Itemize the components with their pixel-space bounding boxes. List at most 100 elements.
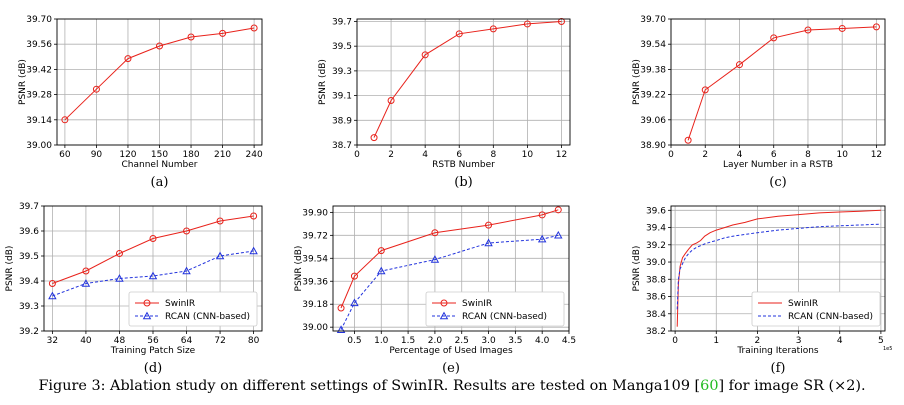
data-point bbox=[554, 206, 562, 214]
x-tick-label: 4.0 bbox=[535, 336, 550, 346]
data-point bbox=[421, 51, 429, 59]
x-tick-label: 3 bbox=[796, 336, 802, 346]
y-tick-label: 39.54 bbox=[302, 254, 328, 264]
y-tick-label: 39.6 bbox=[646, 206, 666, 216]
x-axis-label: Training Patch Size bbox=[110, 346, 196, 356]
y-axis-label: PSNR (dB) bbox=[318, 59, 328, 105]
data-point bbox=[701, 86, 709, 94]
x-tick-label: 240 bbox=[246, 150, 263, 160]
y-tick-label: 39.2 bbox=[646, 241, 666, 251]
y-tick-label: 39.28 bbox=[26, 91, 52, 101]
x-tick-label: 2.5 bbox=[455, 336, 469, 346]
x-tick-label: 2.0 bbox=[428, 336, 443, 346]
y-tick-label: 39.3 bbox=[332, 67, 352, 77]
data-point bbox=[804, 26, 812, 34]
data-point bbox=[187, 33, 195, 41]
y-axis-label: PSNR (dB) bbox=[5, 246, 15, 292]
axes-frame bbox=[332, 205, 570, 332]
data-point bbox=[156, 42, 163, 50]
y-tick-label: 39.42 bbox=[26, 65, 52, 75]
x-tick-label: 8 bbox=[805, 150, 811, 160]
y-tick-label: 39.5 bbox=[332, 42, 352, 52]
data-point bbox=[350, 272, 358, 280]
y-tick-label: 39.5 bbox=[19, 252, 39, 262]
subplot-b: 38.7 38.9 39.1 39.3 39.5 39.7 0 2 4 6 8 10 12 RSTB Nu… bbox=[318, 17, 571, 190]
y-tick-label: 39.2 bbox=[19, 327, 39, 337]
x-axis-label: Channel Number bbox=[122, 160, 198, 170]
x-tick-label: 3.0 bbox=[481, 336, 496, 346]
x-tick-label: 2 bbox=[702, 150, 708, 160]
legend-label: SwinIR bbox=[462, 299, 492, 309]
x-tick-label: 40 bbox=[80, 336, 92, 346]
data-point bbox=[485, 221, 493, 229]
subfigure-label: (f) bbox=[771, 361, 786, 376]
x-tick-label: 8 bbox=[490, 150, 496, 160]
series-line-swinir bbox=[687, 26, 877, 141]
x-tick-label: 4.5 bbox=[562, 336, 576, 346]
x-tick-label: 12 bbox=[556, 150, 567, 160]
x-tick-label: 150 bbox=[151, 150, 168, 160]
x-tick-label: 0 bbox=[354, 150, 360, 160]
subfigure-label: (a) bbox=[151, 175, 169, 190]
x-axis-label: Training Iterations bbox=[736, 346, 819, 356]
y-tick-label: 39.7 bbox=[332, 17, 352, 27]
legend-marker bbox=[440, 299, 448, 307]
data-point bbox=[872, 23, 880, 31]
x-tick-label: 1.5 bbox=[401, 336, 415, 346]
data-point bbox=[557, 17, 565, 25]
y-tick-label: 38.4 bbox=[646, 310, 666, 320]
y-tick-label: 39.18 bbox=[302, 300, 328, 310]
data-point bbox=[377, 247, 385, 255]
legend-box bbox=[751, 291, 881, 327]
x-tick-label: 4 bbox=[422, 150, 428, 160]
x-tick-label: 10 bbox=[522, 150, 534, 160]
y-axis-label: PSNR (dB) bbox=[632, 59, 642, 105]
x-tick-label: 6 bbox=[771, 150, 777, 160]
x-tick-label: 12 bbox=[871, 150, 882, 160]
data-point bbox=[523, 20, 531, 28]
data-point bbox=[684, 136, 692, 144]
data-point bbox=[377, 266, 386, 275]
data-point bbox=[250, 212, 258, 220]
subfigure-label: (e) bbox=[442, 361, 460, 376]
y-tick-label: 39.6 bbox=[19, 227, 39, 237]
legend-label: RCAN (CNN-based) bbox=[462, 312, 547, 322]
y-tick-label: 39.3 bbox=[19, 302, 39, 312]
y-tick-label: 39.1 bbox=[332, 92, 352, 102]
data-point bbox=[537, 234, 547, 243]
caption-prefix: Figure 3: Ablation study on different se… bbox=[38, 378, 701, 394]
x-tick-label: 56 bbox=[147, 336, 159, 346]
x-tick-label: 10 bbox=[836, 150, 848, 160]
x-tick-label: 80 bbox=[248, 336, 260, 346]
y-axis-label: PSNR (dB) bbox=[294, 246, 304, 292]
legend-box bbox=[425, 291, 565, 327]
subplot-c: 38.90 39.06 39.22 39.38 39.54 39.70 0 2 4 6 8 10 12 L… bbox=[632, 15, 886, 190]
series-line-swinir bbox=[52, 215, 254, 284]
x-tick-label: 180 bbox=[182, 150, 199, 160]
citation-link[interactable]: 60 bbox=[700, 378, 719, 394]
y-tick-label: 39.14 bbox=[26, 116, 52, 126]
y-tick-label: 39.70 bbox=[26, 15, 52, 25]
subfigure-label: (c) bbox=[769, 175, 786, 190]
caption-tail: e SR (×2). bbox=[790, 378, 866, 394]
series-line-rcan bbox=[340, 234, 559, 330]
y-tick-label: 39.00 bbox=[26, 141, 52, 151]
subfigure-label: (d) bbox=[144, 361, 162, 376]
legend-box bbox=[128, 291, 258, 327]
legend-marker bbox=[142, 311, 152, 320]
x-tick-label: 210 bbox=[214, 150, 231, 160]
legend: SwinIR RCAN (CNN-based) bbox=[425, 291, 565, 327]
x-axis-label: Layer Number in a RSTB bbox=[723, 160, 833, 170]
x-tick-label: 4 bbox=[737, 150, 743, 160]
data-point bbox=[81, 279, 91, 287]
y-tick-label: 39.36 bbox=[302, 277, 328, 287]
data-point bbox=[370, 134, 378, 142]
y-tick-label: 38.7 bbox=[332, 141, 352, 151]
legend-label: SwinIR bbox=[788, 299, 818, 309]
data-point bbox=[215, 251, 225, 260]
y-tick-label: 38.6 bbox=[646, 293, 666, 303]
series-line-swinir bbox=[64, 27, 255, 121]
y-tick-label: 39.54 bbox=[640, 40, 666, 50]
data-point bbox=[249, 246, 258, 255]
data-point bbox=[124, 55, 132, 63]
